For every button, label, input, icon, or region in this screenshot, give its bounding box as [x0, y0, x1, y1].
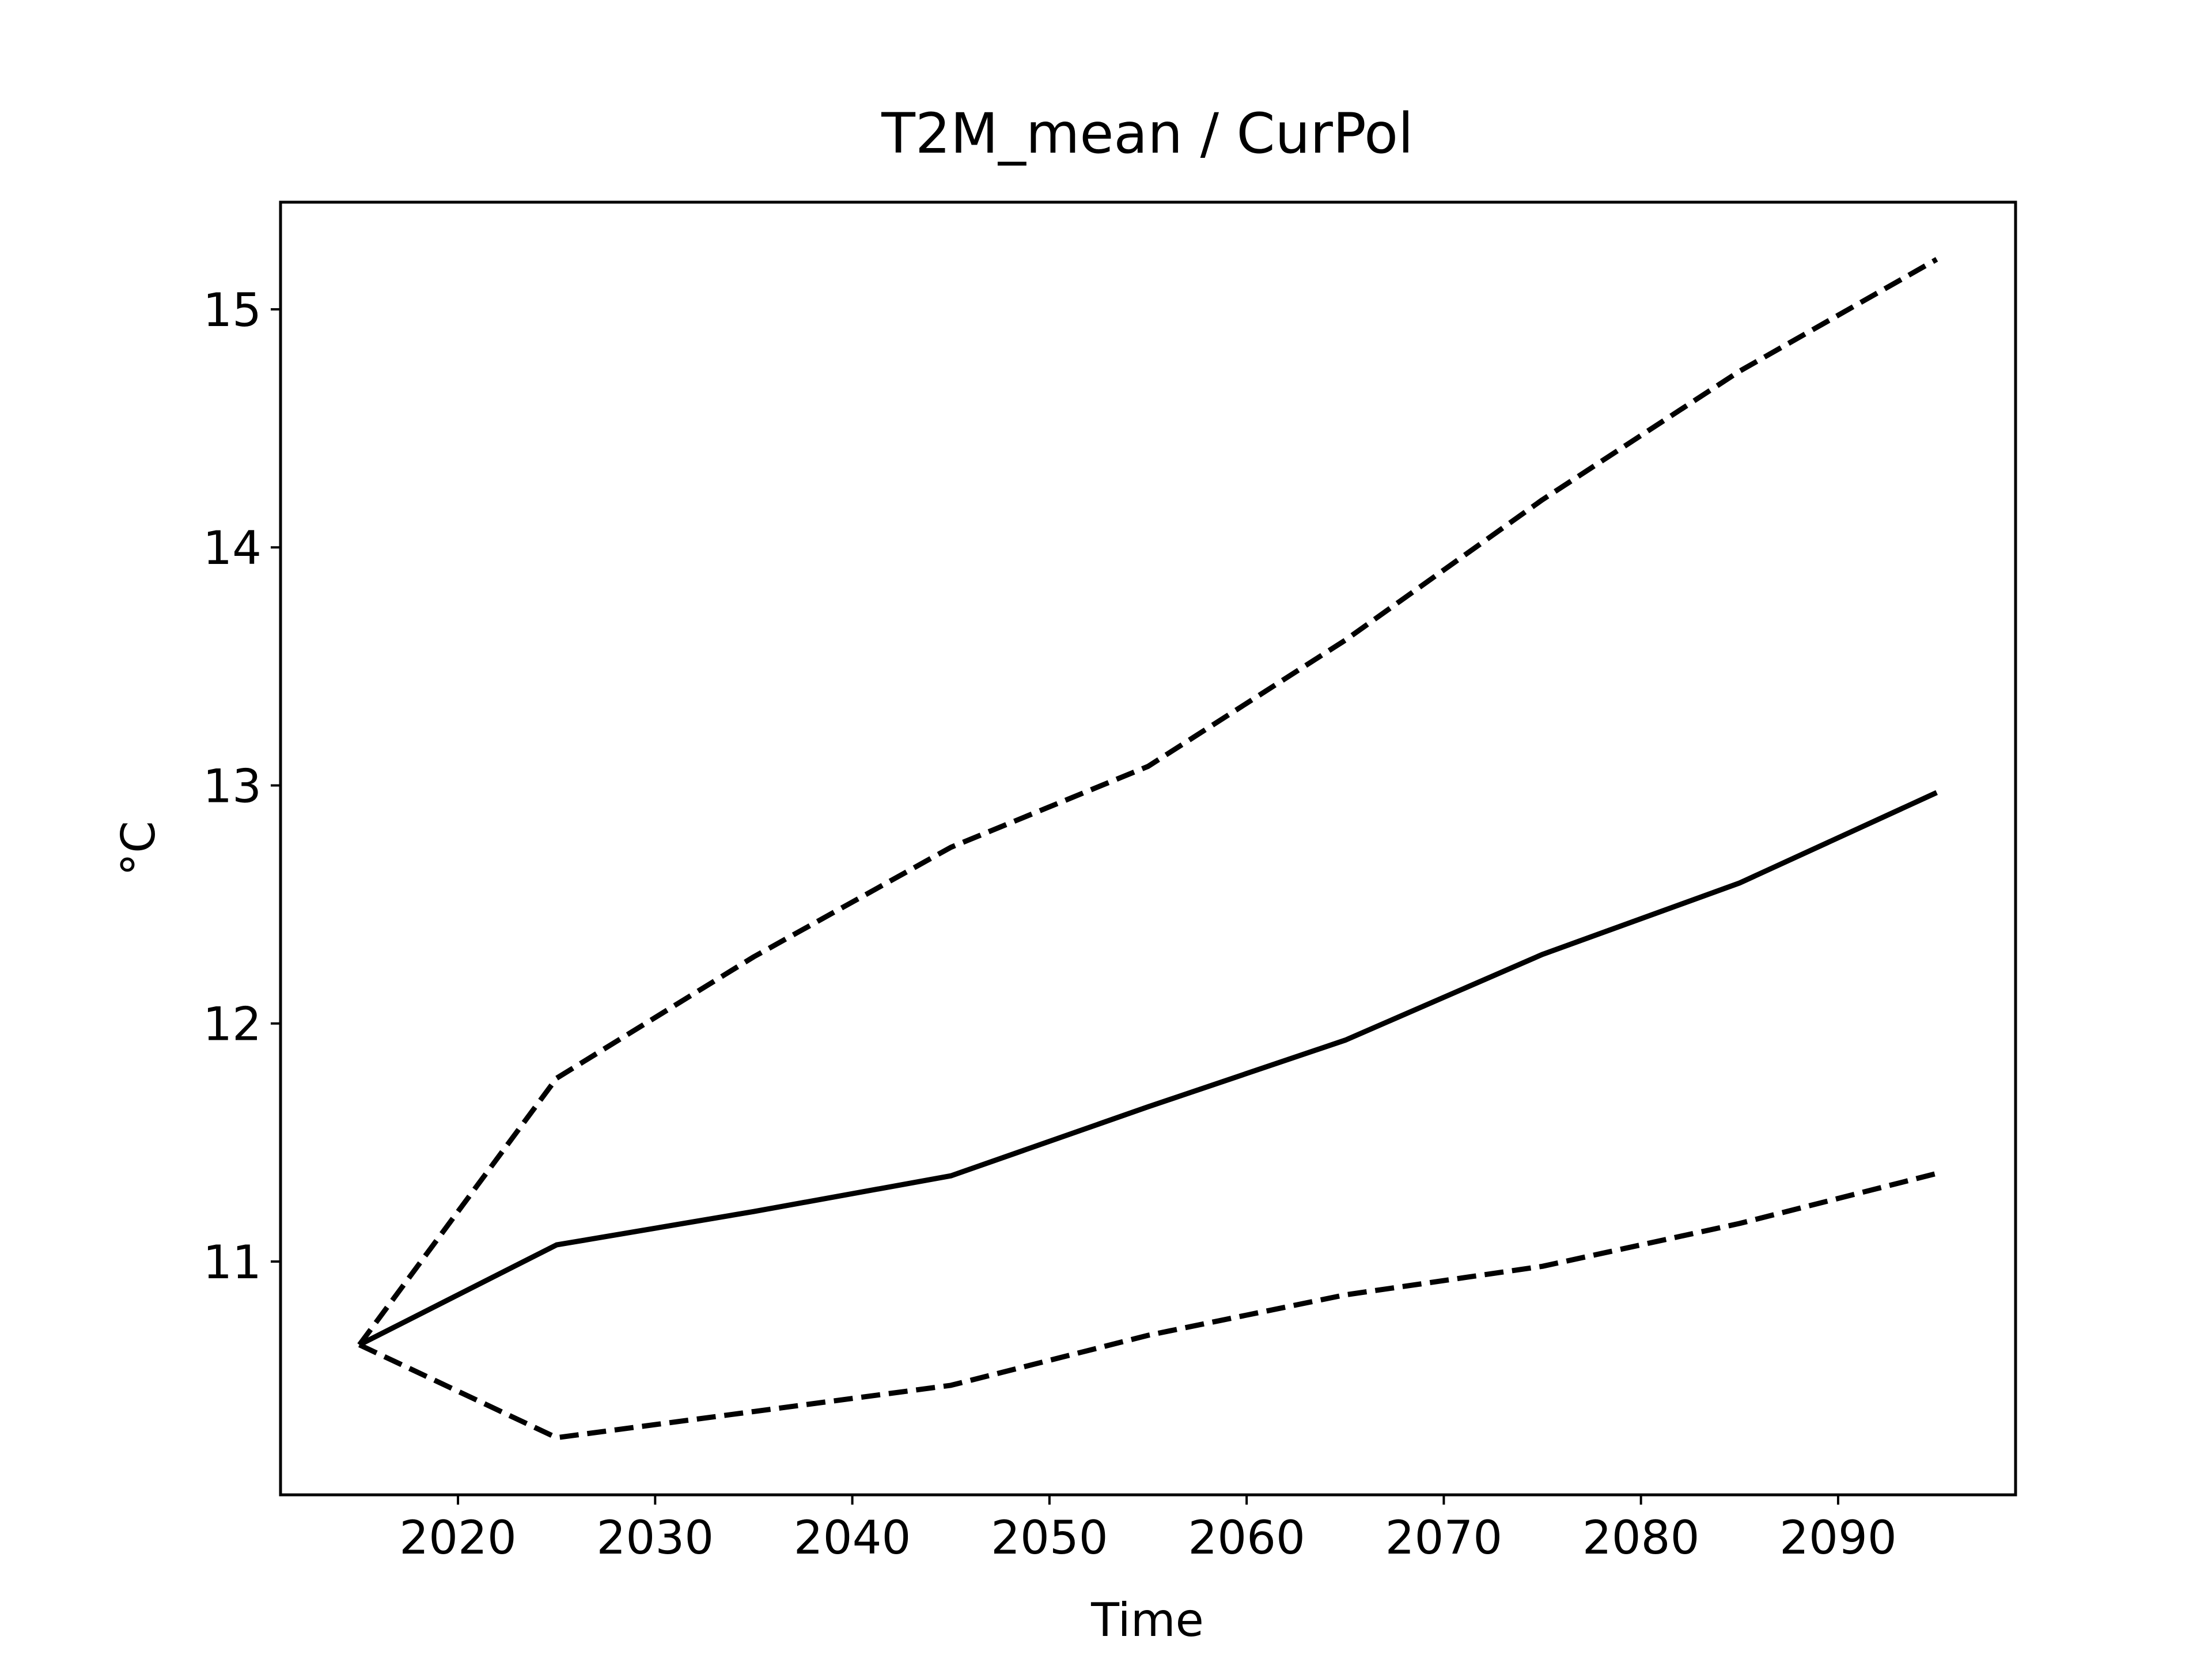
- x-axis-label: Time: [1090, 1593, 1204, 1647]
- y-tick-label: 12: [203, 998, 262, 1051]
- x-tick-label: 2090: [1779, 1511, 1897, 1565]
- x-tick-label: 2080: [1582, 1511, 1700, 1565]
- chart-title: T2M_mean / CurPol: [881, 101, 1413, 166]
- upper-bound-dashed-line: [357, 257, 1938, 1347]
- y-tick-label: 15: [203, 283, 262, 337]
- mean-solid-line: [358, 790, 1938, 1347]
- x-tick-label: 2070: [1385, 1511, 1503, 1565]
- x-tick-label: 2040: [794, 1511, 911, 1565]
- y-tick-label: 11: [203, 1236, 262, 1289]
- plot-frame: [279, 200, 2017, 1497]
- lower-bound-dashed-line: [358, 1171, 1938, 1441]
- y-tick-label: 13: [203, 759, 262, 813]
- x-tick-label: 2020: [399, 1511, 517, 1565]
- y-tick-label: 14: [203, 521, 262, 575]
- x-tick-label: 2050: [991, 1511, 1108, 1565]
- x-tick-label: 2030: [597, 1511, 714, 1565]
- y-axis-label: °C: [112, 821, 165, 876]
- x-tick-label: 2060: [1188, 1511, 1305, 1565]
- plot-layer: 2020 2030 2040 2050 2060 2070 2080 2090 11 12 13 14…: [203, 257, 1938, 1565]
